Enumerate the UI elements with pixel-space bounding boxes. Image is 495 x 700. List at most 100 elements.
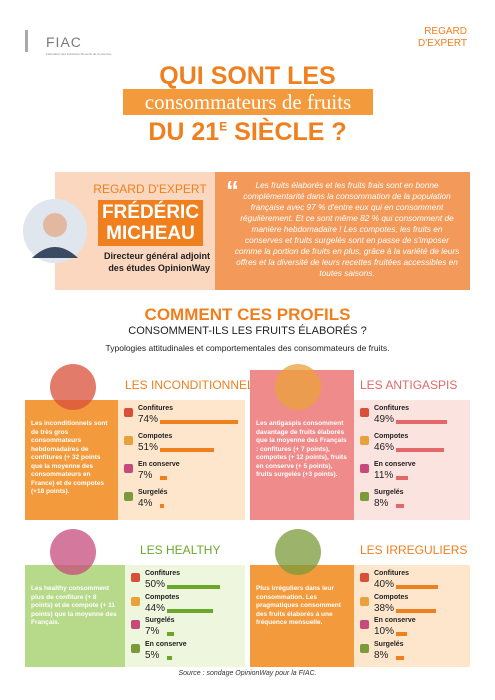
bar [396,447,445,452]
item-icon [360,596,369,606]
tag-line: D'EXPERT [418,38,467,49]
expert-quote: Les fruits élaborés et les fruits frais … [234,180,460,278]
item-icon [360,435,369,445]
illustration [50,529,96,575]
item-value: 7% [145,626,160,638]
bar [160,447,214,452]
section-title: COMMENT CES PROFILS [144,305,351,324]
section-description: Typologies attitudinales et comportement… [105,343,390,353]
panel-right [354,565,470,667]
logo: FIAC [46,34,82,50]
item-label: Surgelés [374,488,404,496]
bar [160,503,165,508]
source: Source : sondage OpinionWay pour la FIAC… [178,670,317,677]
item-value: 40% [374,579,395,590]
quote-mark: “ [226,175,239,205]
profile-description: Les healthy consomment plus de confiture… [31,585,117,626]
profile-name: LES INCONDITIONNELS [125,378,262,392]
profile-name: LES IRREGULIERS [360,543,468,557]
bar [396,608,436,613]
item-label: Confitures [145,570,180,577]
item-label: Surgelés [374,641,404,649]
item-label: Compotes [374,593,409,601]
title-highlight: consommateurs de fruits [123,89,373,115]
item-value: 44% [145,602,166,614]
logo-mark [25,30,56,52]
profile-name: LES ANTIGASPIS [360,378,458,392]
item-value: 10% [374,626,395,638]
item-value: 51% [138,441,159,453]
item-value: 46% [374,441,395,453]
panel-right [125,565,245,667]
item-label: Compotes [138,432,173,440]
item-icon [124,408,133,417]
title-part: DU 21 [148,118,220,146]
profile-description: Les inconditionnels sont de très gros co… [31,420,108,495]
bar [160,420,238,424]
tag-line: REGARD [424,26,467,37]
item-label: Compotes [374,432,409,440]
expert-label: REGARD D'EXPERT [93,182,207,196]
item-icon [360,463,369,473]
item-value: 11% [374,469,394,481]
bar [396,656,405,661]
item-icon [360,644,369,654]
bar [396,503,405,508]
item-icon [360,491,369,501]
expert-name: FRÉDÉRIC MICHEAU [98,200,203,246]
panel-left [25,400,118,520]
panel-left [25,565,125,667]
bar [167,608,214,613]
item-icon [360,573,369,582]
item-label: En conserve [374,617,416,625]
item-icon [131,573,140,582]
item-label: En conserve [145,641,187,649]
item-icon [131,596,140,606]
title-sup: E [219,119,228,134]
item-value: 50% [145,579,166,590]
item-value: 74% [138,414,159,425]
bar [396,632,407,637]
panel-left [250,565,354,667]
profile-description: Les antigaspis consomment davantage de f… [256,420,347,478]
item-value: 4% [138,497,153,509]
item-icon [360,620,369,630]
section-subtitle: CONSOMMENT-ILS LES FRUITS ÉLABORÉS ? [128,325,367,337]
item-label: Confitures [374,405,409,412]
title-line: QUI SONT LES [159,62,336,90]
bar [396,585,438,589]
tag: REGARD D'EXPERT [418,26,467,50]
bar [396,475,408,480]
bar [160,475,168,480]
item-label: En conserve [374,460,416,468]
title-line: DU 21E SIÈCLE ? [0,118,495,147]
item-value: 38% [374,602,395,614]
item-icon [131,620,140,630]
illustration [275,364,321,410]
item-label: Surgelés [145,617,175,625]
item-icon [124,491,133,501]
title-part: SIÈCLE ? [227,118,347,146]
item-value: 8% [374,497,389,509]
illustration [275,529,321,575]
profile-description: Plus irréguliers dans leur consommation.… [256,585,341,626]
profile-name: LES HEALTHY [140,543,221,557]
item-icon [131,644,140,654]
portrait [23,199,87,263]
item-label: Surgelés [138,488,168,496]
bar [167,585,220,589]
item-value: 5% [145,650,160,662]
item-icon [124,435,133,445]
item-icon [124,463,133,473]
item-value: 8% [374,650,389,662]
bar [167,656,173,661]
bar [396,420,448,424]
item-label: En conserve [138,460,180,468]
expert-role: Directeur général adjoint des études Opi… [103,251,210,273]
item-value: 49% [374,414,395,425]
illustration [50,364,96,410]
item-value: 7% [138,469,153,481]
item-label: Confitures [374,570,409,577]
logo-sub: Fédération des Industries Aliments de Co… [46,52,112,56]
item-label: Confitures [138,405,173,412]
